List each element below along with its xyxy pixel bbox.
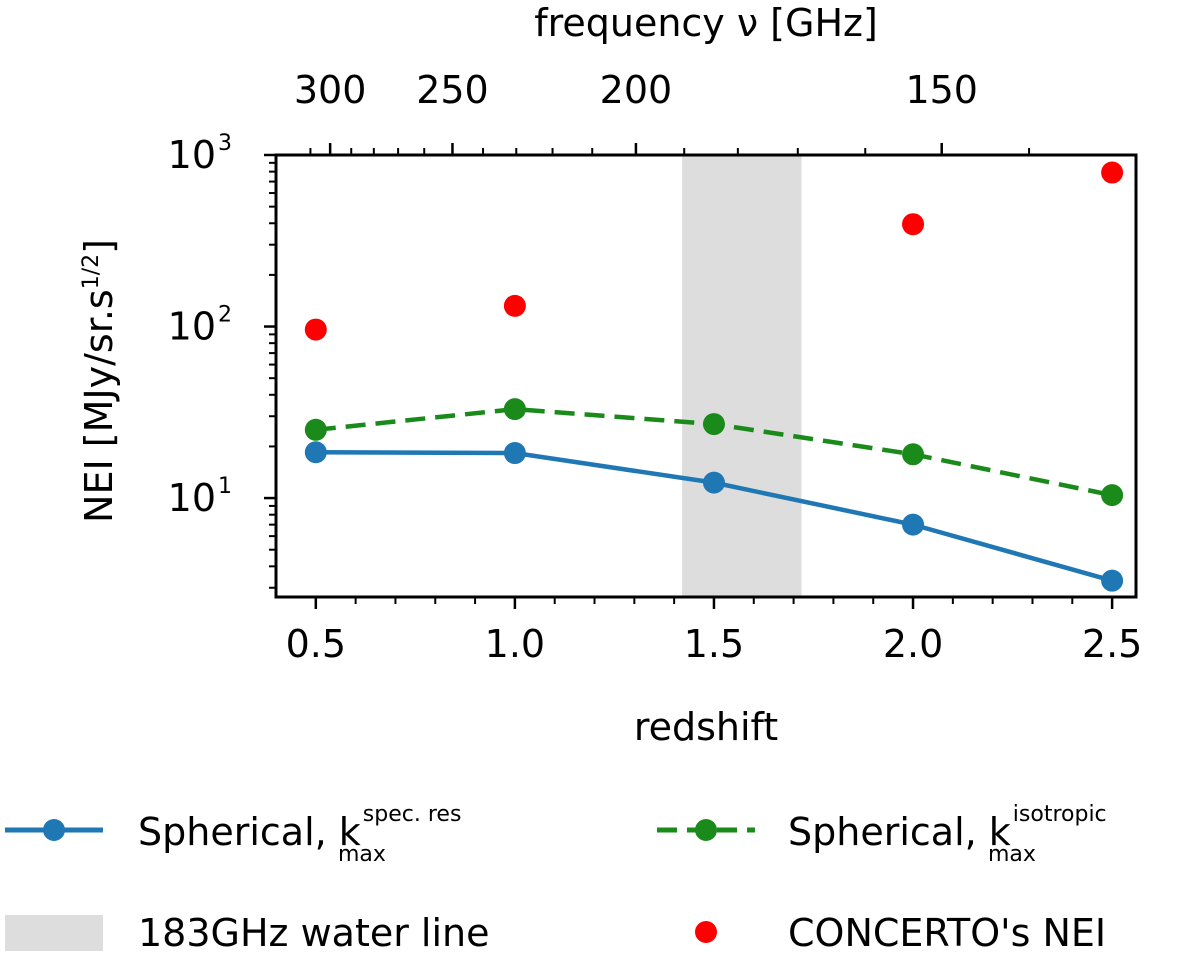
x-tick-label: 2.0 bbox=[883, 622, 943, 666]
concerto-point bbox=[1101, 161, 1124, 184]
x-tick-label: 2.5 bbox=[1082, 622, 1142, 666]
spherical-isotropic-point bbox=[702, 413, 725, 436]
legend-marker-spec-res bbox=[43, 819, 65, 841]
top-tick-label: 250 bbox=[416, 68, 489, 112]
concerto-point bbox=[902, 213, 925, 236]
spherical-isotropic-point bbox=[503, 398, 526, 421]
spherical-isotropic-point bbox=[902, 443, 925, 466]
x-tick-label: 0.5 bbox=[286, 622, 346, 666]
legend-label-concerto: CONCERTO's NEI bbox=[788, 911, 1106, 955]
legend-label-water-line: 183GHz water line bbox=[138, 911, 490, 955]
y-axis-title: NEI [MJy/sr.s1/2] bbox=[77, 239, 121, 523]
concerto-point bbox=[304, 318, 327, 341]
plot-frame bbox=[274, 153, 1138, 599]
spherical-isotropic-point bbox=[1101, 484, 1124, 507]
legend-item-spherical-spec-res: Spherical, kspec. res max bbox=[5, 802, 461, 867]
x-tick-label: 1.0 bbox=[485, 622, 545, 666]
y-tick-label: 10 bbox=[168, 305, 216, 349]
x-tick-label: 1.5 bbox=[684, 622, 744, 666]
top-tick-label: 150 bbox=[905, 68, 978, 112]
legend-label-spec-res: Spherical, kspec. res max bbox=[138, 802, 461, 867]
y-tick-exponent: 1 bbox=[218, 474, 232, 499]
y-tick-exponent: 2 bbox=[218, 303, 232, 328]
top-tick-label: 200 bbox=[600, 68, 673, 112]
top-tick-label: 300 bbox=[294, 68, 367, 112]
spherical-spec-res-point bbox=[503, 442, 526, 465]
concerto-point bbox=[503, 294, 526, 317]
top-axis-title: frequency ν [GHz] bbox=[534, 1, 878, 45]
x-axis-title: redshift bbox=[634, 705, 778, 749]
legend-item-water-line: 183GHz water line bbox=[5, 911, 490, 955]
legend-marker-concerto bbox=[695, 921, 717, 943]
water-line-band bbox=[682, 155, 802, 597]
spherical-spec-res-point bbox=[1101, 569, 1124, 592]
y-tick-exponent: 3 bbox=[218, 131, 232, 156]
legend-item-concerto: CONCERTO's NEI bbox=[695, 911, 1106, 955]
legend-label-isotropic: Spherical, kisotropic max bbox=[788, 802, 1107, 867]
spherical-spec-res-point bbox=[902, 513, 925, 536]
y-tick-label: 10 bbox=[168, 133, 216, 177]
spherical-spec-res-point bbox=[304, 441, 327, 464]
legend: Spherical, kspec. res max Spherical, kiso… bbox=[5, 802, 1107, 955]
y-tick-label: 10 bbox=[168, 476, 216, 520]
spherical-spec-res-point bbox=[702, 471, 725, 494]
spherical-isotropic-point bbox=[304, 418, 327, 441]
legend-swatch-water-line bbox=[5, 915, 103, 951]
legend-marker-isotropic bbox=[695, 819, 717, 841]
legend-item-spherical-isotropic: Spherical, kisotropic max bbox=[657, 802, 1107, 867]
